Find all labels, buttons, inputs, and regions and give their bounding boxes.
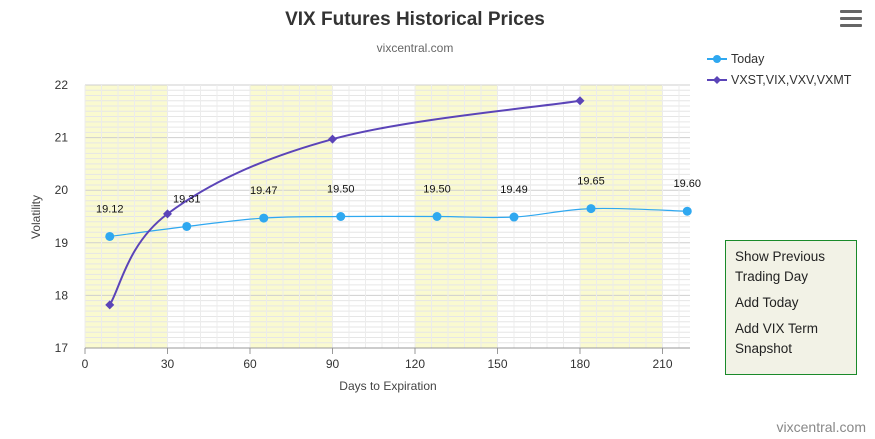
series-points — [105, 96, 692, 310]
legend-marker[interactable] — [713, 76, 721, 84]
data-point[interactable] — [682, 206, 692, 216]
x-tick-label: 150 — [487, 357, 507, 371]
axes: 0 30 60 90 120 150 180 210 17 18 19 20 21 22 — [55, 78, 690, 371]
chart-subtitle: vixcentral.com — [377, 41, 454, 55]
chart-title: VIX Futures Historical Prices — [285, 9, 545, 30]
legend: Today VXST,VIX,VXV,VXMT — [707, 52, 852, 87]
add-today-button[interactable]: Add Today — [735, 295, 799, 310]
data-label: 19.50 — [327, 184, 355, 196]
x-tick-label: 90 — [326, 357, 340, 371]
y-tick-label: 22 — [55, 78, 69, 92]
legend-marker[interactable] — [713, 55, 721, 63]
x-tick-label: 0 — [82, 357, 89, 371]
menu-bar — [840, 17, 862, 20]
add-vix-term-button[interactable]: Add VIX Term Snapshot — [735, 321, 819, 356]
x-axis-title: Days to Expiration — [339, 379, 436, 393]
menu-bar — [840, 24, 862, 27]
data-labels: 19.12 19.31 19.47 19.50 19.50 19.49 19.65 19.60 — [96, 176, 701, 216]
data-point[interactable] — [586, 204, 596, 214]
menu-bar — [840, 10, 862, 13]
data-label: 19.60 — [673, 178, 701, 190]
x-tick-label: 30 — [161, 357, 175, 371]
data-point[interactable] — [182, 221, 192, 231]
y-tick-label: 18 — [55, 288, 69, 302]
data-point[interactable] — [509, 212, 519, 222]
show-previous-day-button[interactable]: Show Previous Trading Day — [735, 249, 826, 284]
data-label: 19.31 — [173, 193, 201, 205]
x-tick-label: 120 — [405, 357, 425, 371]
options-menu: Show Previous Trading Day Add Today Add … — [725, 240, 857, 375]
data-point-diamond[interactable] — [105, 300, 115, 310]
y-tick-label: 17 — [55, 341, 69, 355]
y-axis-title: Volatility — [29, 195, 43, 239]
data-point[interactable] — [432, 212, 442, 221]
y-tick-label: 21 — [55, 131, 69, 145]
data-label: 19.12 — [96, 203, 124, 215]
y-tick-label: 19 — [55, 236, 69, 250]
data-label: 19.47 — [250, 185, 278, 197]
data-point[interactable] — [105, 231, 115, 241]
hamburger-menu-icon[interactable] — [840, 10, 862, 28]
data-label: 19.49 — [500, 184, 528, 196]
x-tick-label: 180 — [570, 357, 590, 371]
data-label: 19.65 — [577, 176, 605, 188]
x-tick-label: 60 — [243, 357, 257, 371]
data-point-diamond[interactable] — [163, 209, 172, 219]
data-point[interactable] — [259, 213, 269, 223]
credits: vixcentral.com — [777, 419, 866, 435]
data-point-diamond[interactable] — [575, 96, 585, 106]
data-point[interactable] — [336, 212, 346, 221]
series-line — [108, 99, 581, 306]
x-tick-label: 210 — [652, 357, 672, 371]
legend-item-label[interactable]: Today — [731, 52, 765, 66]
data-point-diamond[interactable] — [328, 134, 337, 144]
legend-item-label[interactable]: VXST,VIX,VXV,VXMT — [731, 73, 852, 87]
y-tick-label: 20 — [55, 183, 69, 197]
data-label: 19.50 — [423, 184, 451, 196]
